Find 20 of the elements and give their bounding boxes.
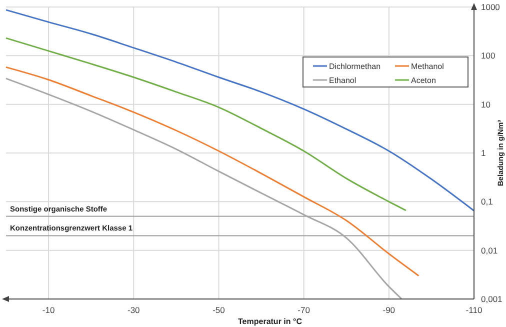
y-tick-label: 1000 — [481, 2, 500, 12]
legend-label: Ethanol — [329, 76, 356, 85]
y-tick-label: 1 — [481, 148, 486, 158]
y-tick-label: 100 — [481, 50, 496, 61]
x-tick-label: -70 — [298, 305, 310, 315]
legend-label: Dichlormethan — [329, 62, 381, 71]
x-tick-label: -50 — [212, 305, 226, 315]
legend-label: Methanol — [411, 62, 444, 71]
x-tick-label: -10 — [42, 305, 55, 315]
x-tick-label: -90 — [382, 305, 396, 315]
y-tick-label: 0,1 — [481, 196, 494, 207]
legend-label: Aceton — [411, 76, 436, 85]
line-series — [5, 37, 407, 212]
x-tick-label: -110 — [466, 305, 482, 315]
x-axis-title: Temperatur in °C — [238, 317, 302, 326]
y-tick-label: 10 — [481, 99, 491, 110]
y-tick-label: 0,01 — [481, 245, 498, 256]
line-series — [5, 9, 475, 212]
x-tick-label: -30 — [127, 305, 140, 315]
y-tick-label: 0,001 — [481, 294, 503, 304]
